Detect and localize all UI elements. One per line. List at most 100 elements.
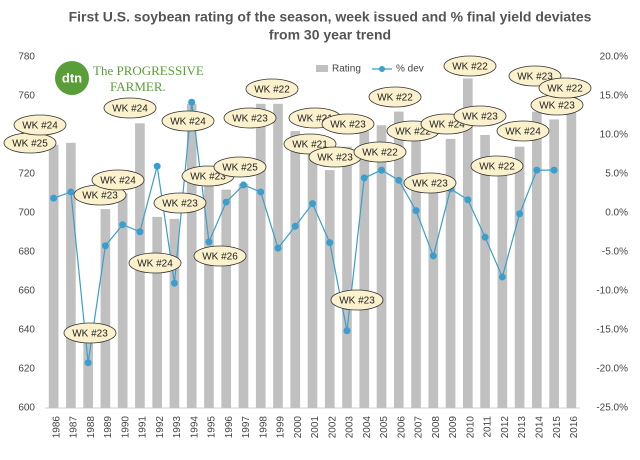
bar xyxy=(462,78,473,408)
marker xyxy=(464,196,472,204)
week-label: WK #23 xyxy=(517,72,553,83)
week-label: WK #24 xyxy=(170,117,206,128)
x-tick-label: 1999 xyxy=(276,416,287,439)
bar xyxy=(255,103,266,409)
logo-text: FARMER. xyxy=(110,79,166,94)
x-tick-label: 2010 xyxy=(465,416,476,439)
marker xyxy=(378,166,386,174)
bar xyxy=(376,125,387,408)
x-tick-label: 1995 xyxy=(207,416,218,439)
chart-subtitle: from 30 year trend xyxy=(269,27,391,43)
marker xyxy=(550,166,558,174)
week-label: WK #22 xyxy=(362,148,398,159)
x-tick-label: 2012 xyxy=(500,416,511,439)
bar xyxy=(307,144,318,408)
week-label-bg xyxy=(91,169,145,191)
week-label-bg xyxy=(403,172,457,194)
week-label-bg xyxy=(453,105,507,127)
week-label: WK #24 xyxy=(505,127,541,138)
week-label: WK #22 xyxy=(479,162,515,173)
marker xyxy=(188,98,196,106)
logo: dtn The PROGRESSIVE FARMER. xyxy=(55,61,204,95)
x-tick-label: 2016 xyxy=(569,416,580,439)
marker xyxy=(153,162,161,170)
bar xyxy=(273,103,283,409)
week-label-bg xyxy=(496,120,550,142)
bar xyxy=(324,170,335,408)
y-tick-label: 720 xyxy=(18,169,35,180)
marker xyxy=(239,181,247,189)
week-label: WK #23 xyxy=(190,172,226,183)
y-tick-label: 640 xyxy=(18,325,35,336)
marker xyxy=(84,359,92,367)
week-label: WK #24 xyxy=(429,120,465,131)
bar xyxy=(411,135,421,408)
x-tick-label: 2006 xyxy=(396,416,407,439)
x-tick-label: 2005 xyxy=(379,416,390,439)
x-tick-label: 1994 xyxy=(189,416,200,439)
week-label: WK #23 xyxy=(330,120,366,131)
week-label-bg xyxy=(330,289,384,311)
legend-label: % dev xyxy=(396,64,424,75)
chart-title: First U.S. soybean rating of the season,… xyxy=(69,9,592,25)
week-label: WK #23 xyxy=(412,179,448,190)
week-label-bg xyxy=(213,156,267,178)
x-tick-label: 2015 xyxy=(552,416,563,439)
y2-tick-label: 5.0% xyxy=(605,169,628,180)
bar xyxy=(204,177,214,408)
bar xyxy=(497,158,508,408)
marker xyxy=(309,200,316,208)
logo-mark: dtn xyxy=(62,70,82,85)
marker xyxy=(205,238,213,246)
week-label: WK #24 xyxy=(22,121,58,132)
legend-swatch xyxy=(316,65,328,72)
marker xyxy=(274,244,282,252)
x-tick-label: 2009 xyxy=(448,416,459,439)
week-label-bg xyxy=(161,110,215,132)
marker xyxy=(481,233,489,241)
marker xyxy=(343,327,351,335)
bar xyxy=(169,218,180,408)
bar xyxy=(532,111,542,408)
week-label: WK #24 xyxy=(137,259,173,270)
week-label: WK #22 xyxy=(395,127,431,138)
week-label: WK #21 xyxy=(297,114,333,125)
x-tick-label: 2008 xyxy=(431,416,442,439)
y2-tick-label: 10.0% xyxy=(600,130,628,141)
marker xyxy=(101,242,109,250)
bar xyxy=(100,209,111,408)
week-label-bg xyxy=(538,77,592,99)
logo-circle xyxy=(55,61,89,95)
marker xyxy=(533,166,541,174)
legend-label: Rating xyxy=(332,64,361,75)
bar xyxy=(480,135,490,408)
y-tick-label: 780 xyxy=(18,52,35,63)
week-label: WK #25 xyxy=(222,163,258,174)
week-label: WK #23 xyxy=(317,153,353,164)
y-tick-label: 760 xyxy=(18,91,35,102)
week-label: WK #25 xyxy=(12,139,48,150)
marker xyxy=(395,176,403,184)
week-label-bg xyxy=(245,78,299,100)
y2-tick-label: 20.0% xyxy=(600,52,628,63)
marker xyxy=(222,198,230,206)
bar xyxy=(445,138,456,408)
bar xyxy=(66,142,76,409)
y-tick-label: 600 xyxy=(18,403,35,414)
week-label: WK #23 xyxy=(72,329,108,340)
y-tick-label: 660 xyxy=(18,286,35,297)
week-label-bg xyxy=(193,245,247,267)
x-tick-label: 1987 xyxy=(69,416,80,439)
y2-tick-label: -10.0% xyxy=(596,286,628,297)
x-tick-label: 2001 xyxy=(310,416,321,439)
bar xyxy=(48,144,59,408)
marker xyxy=(119,221,127,229)
week-label: WK #26 xyxy=(202,252,238,263)
bar xyxy=(83,337,93,408)
x-tick-label: 2004 xyxy=(362,416,373,439)
bar xyxy=(359,131,370,408)
x-tick-label: 2014 xyxy=(534,416,545,439)
y2-tick-label: -15.0% xyxy=(596,325,628,336)
y2-tick-label: -5.0% xyxy=(602,247,628,258)
